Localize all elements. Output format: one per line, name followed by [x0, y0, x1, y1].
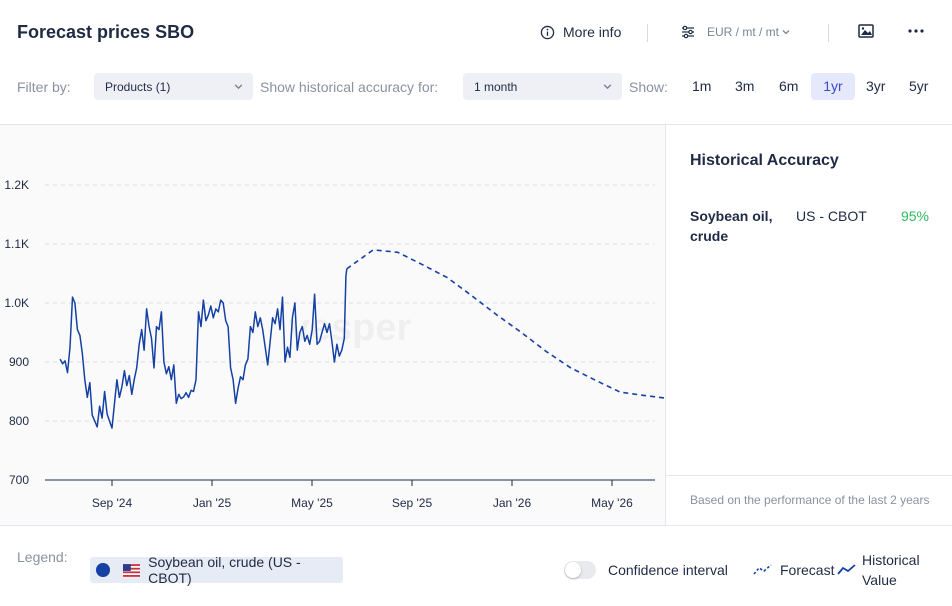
confidence-interval-label: Confidence interval: [608, 562, 728, 578]
chevron-down-icon: [234, 84, 243, 90]
price-chart[interactable]: vesper 1.2K 1.1K 1.0K 900 800 700 Sep '24 Jan '2…: [0, 125, 670, 525]
range-3yr-button[interactable]: 3yr: [866, 78, 886, 94]
historical-legend-label-1: Historical: [862, 552, 920, 568]
x-tick-label: Jan '26: [493, 496, 532, 510]
more-options-button[interactable]: [906, 22, 926, 45]
more-info-label: More info: [563, 24, 622, 40]
us-flag-icon: [122, 563, 141, 577]
x-tick-label: Sep '24: [92, 496, 133, 510]
watermark-text: vesper: [289, 307, 412, 349]
currency-selector[interactable]: EUR / mt / mt: [681, 25, 791, 39]
show-label: Show:: [629, 79, 668, 95]
confidence-interval-toggle[interactable]: [564, 561, 596, 579]
sliders-icon: [682, 25, 694, 39]
divider: [665, 125, 666, 525]
products-select[interactable]: Products (1): [94, 73, 253, 100]
historical-line-icon: [837, 564, 856, 575]
divider: [647, 24, 648, 42]
historical-period-select[interactable]: 1 month: [463, 73, 622, 100]
accuracy-exchange: US - CBOT: [796, 208, 867, 224]
legend-label: Legend:: [17, 549, 68, 565]
accuracy-title: Historical Accuracy: [690, 152, 839, 169]
range-1yr-button[interactable]: 1yr: [811, 73, 855, 100]
forecast-legend-label: Forecast: [780, 562, 835, 578]
y-tick-label: 1.1K: [4, 237, 29, 251]
series-color-dot: [96, 563, 110, 577]
accuracy-footnote: Based on the performance of the last 2 y…: [690, 493, 930, 507]
x-tick-label: May '25: [291, 496, 333, 510]
range-3m-button[interactable]: 3m: [735, 78, 755, 94]
info-icon: [540, 25, 555, 39]
download-image-button[interactable]: [857, 22, 875, 45]
range-1m-button[interactable]: 1m: [692, 78, 712, 94]
more-info-button[interactable]: More info: [540, 24, 621, 40]
currency-label: EUR / mt / mt: [707, 25, 779, 39]
filter-bar: Filter by: Products (1) Show historical …: [0, 70, 952, 102]
legend-item-soybean-oil[interactable]: Soybean oil, crude (US - CBOT): [90, 554, 343, 586]
x-tick-label: May '26: [591, 496, 633, 510]
forecast-line-icon: [753, 564, 772, 575]
legend-item-label: Soybean oil, crude (US - CBOT): [148, 554, 301, 586]
divider: [0, 525, 952, 526]
range-5yr-button[interactable]: 5yr: [909, 78, 929, 94]
chevron-down-icon: [782, 30, 790, 35]
x-tick-label: Jan '25: [193, 496, 232, 510]
accuracy-value: 95%: [900, 208, 929, 224]
accuracy-product-name: Soybean oil, crude: [690, 208, 773, 244]
historical-legend-label-2: Value: [862, 572, 897, 588]
historical-accuracy-label: Show historical accuracy for:: [260, 79, 439, 95]
chart-area: vesper 1.2K 1.1K 1.0K 900 800 700 Sep '24 Jan '2…: [0, 125, 670, 525]
y-tick-label: 1.2K: [4, 178, 29, 192]
y-tick-label: 700: [9, 473, 29, 487]
divider: [828, 24, 829, 42]
chevron-down-icon: [603, 84, 612, 90]
more-horizontal-icon: [908, 29, 924, 33]
header: Forecast prices SBO More info EUR / mt /…: [0, 0, 952, 66]
divider: [0, 124, 952, 125]
filter-by-label: Filter by:: [17, 79, 71, 95]
y-tick-label: 900: [9, 355, 29, 369]
forecast-line: [346, 249, 670, 400]
historical-line: [59, 268, 348, 429]
page-title: Forecast prices SBO: [17, 22, 195, 42]
image-icon: [858, 24, 874, 38]
range-6m-button[interactable]: 6m: [779, 78, 799, 94]
divider: [666, 475, 952, 476]
products-select-value: Products (1): [105, 80, 171, 94]
toggle-knob: [565, 562, 581, 578]
x-tick-label: Sep '25: [392, 496, 433, 510]
y-tick-label: 800: [9, 414, 29, 428]
historical-period-value: 1 month: [474, 80, 518, 94]
y-tick-label: 1.0K: [4, 296, 29, 310]
historical-accuracy-panel: Historical Accuracy Soybean oil, crude U…: [666, 125, 952, 525]
